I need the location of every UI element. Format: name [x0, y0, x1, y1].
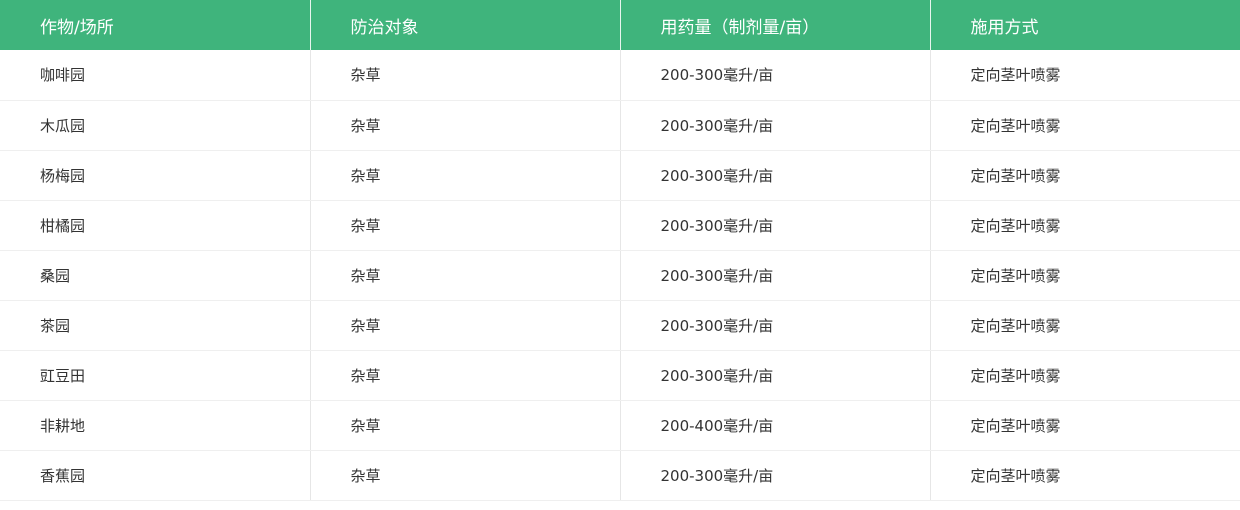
- table-row: 柑橘园 杂草 200-300毫升/亩 定向茎叶喷雾: [0, 200, 1240, 251]
- cell-target: 杂草: [310, 300, 621, 351]
- cell-dosage: 200-300毫升/亩: [620, 200, 931, 251]
- cell-crop: 香蕉园: [0, 450, 311, 501]
- cell-target: 杂草: [310, 100, 621, 151]
- cell-target: 杂草: [310, 450, 621, 501]
- cell-crop: 桑园: [0, 250, 311, 301]
- cell-dosage: 200-300毫升/亩: [620, 450, 931, 501]
- cell-dosage: 200-300毫升/亩: [620, 250, 931, 301]
- table-row: 桑园 杂草 200-300毫升/亩 定向茎叶喷雾: [0, 250, 1240, 301]
- header-target: 防治对象: [310, 0, 621, 50]
- cell-method: 定向茎叶喷雾: [930, 450, 1240, 501]
- header-dosage: 用药量（制剂量/亩）: [620, 0, 931, 50]
- header-method: 施用方式: [930, 0, 1240, 50]
- cell-method: 定向茎叶喷雾: [930, 50, 1240, 101]
- cell-method: 定向茎叶喷雾: [930, 200, 1240, 251]
- table-row: 木瓜园 杂草 200-300毫升/亩 定向茎叶喷雾: [0, 100, 1240, 151]
- cell-crop: 咖啡园: [0, 50, 311, 101]
- table-row: 香蕉园 杂草 200-300毫升/亩 定向茎叶喷雾: [0, 450, 1240, 501]
- cell-crop: 非耕地: [0, 400, 311, 451]
- table-row: 非耕地 杂草 200-400毫升/亩 定向茎叶喷雾: [0, 400, 1240, 451]
- cell-target: 杂草: [310, 350, 621, 401]
- table-row: 杨梅园 杂草 200-300毫升/亩 定向茎叶喷雾: [0, 150, 1240, 201]
- cell-crop: 茶园: [0, 300, 311, 351]
- cell-method: 定向茎叶喷雾: [930, 300, 1240, 351]
- table-row: 茶园 杂草 200-300毫升/亩 定向茎叶喷雾: [0, 300, 1240, 351]
- table-header-row: 作物/场所 防治对象 用药量（制剂量/亩） 施用方式: [0, 0, 1240, 50]
- cell-method: 定向茎叶喷雾: [930, 350, 1240, 401]
- cell-crop: 柑橘园: [0, 200, 311, 251]
- cell-dosage: 200-300毫升/亩: [620, 300, 931, 351]
- table-row: 咖啡园 杂草 200-300毫升/亩 定向茎叶喷雾: [0, 50, 1240, 101]
- cell-crop: 豇豆田: [0, 350, 311, 401]
- cell-dosage: 200-300毫升/亩: [620, 350, 931, 401]
- cell-dosage: 200-400毫升/亩: [620, 400, 931, 451]
- cell-method: 定向茎叶喷雾: [930, 250, 1240, 301]
- cell-crop: 杨梅园: [0, 150, 311, 201]
- cell-target: 杂草: [310, 250, 621, 301]
- cell-target: 杂草: [310, 200, 621, 251]
- cell-dosage: 200-300毫升/亩: [620, 50, 931, 101]
- cell-method: 定向茎叶喷雾: [930, 400, 1240, 451]
- cell-dosage: 200-300毫升/亩: [620, 150, 931, 201]
- header-crop: 作物/场所: [0, 0, 311, 50]
- cell-method: 定向茎叶喷雾: [930, 100, 1240, 151]
- cell-method: 定向茎叶喷雾: [930, 150, 1240, 201]
- cell-target: 杂草: [310, 400, 621, 451]
- cell-dosage: 200-300毫升/亩: [620, 100, 931, 151]
- cell-target: 杂草: [310, 150, 621, 201]
- table-row: 豇豆田 杂草 200-300毫升/亩 定向茎叶喷雾: [0, 350, 1240, 401]
- cell-crop: 木瓜园: [0, 100, 311, 151]
- cell-target: 杂草: [310, 50, 621, 101]
